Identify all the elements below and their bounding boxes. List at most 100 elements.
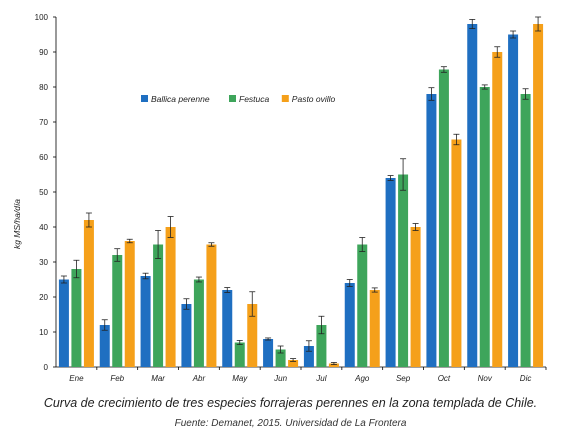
- error-bar: [114, 248, 121, 262]
- x-tick-label: Feb: [110, 374, 124, 383]
- error-bar: [522, 88, 529, 100]
- y-tick-label: 100: [35, 13, 49, 22]
- bar-chart: 0 10 20 30 40 50 60 70 80 90 100 Ene Feb Mar Abr May Jun…: [12, 13, 547, 383]
- error-bar: [346, 279, 353, 287]
- legend-swatch: [281, 95, 289, 102]
- error-bar: [60, 275, 67, 284]
- y-axis-label: kg MS/ha/día: [12, 199, 22, 249]
- y-tick-label: 20: [39, 293, 48, 302]
- y-tick-label: 70: [39, 118, 48, 127]
- error-bar: [126, 238, 133, 244]
- bar: [492, 52, 503, 367]
- bar: [451, 139, 462, 367]
- bar: [193, 279, 204, 367]
- bar: [140, 276, 151, 367]
- bar: [181, 304, 192, 367]
- error-bar: [265, 337, 272, 341]
- error-bar: [481, 84, 488, 90]
- error-bar: [85, 212, 92, 228]
- bar: [206, 244, 217, 367]
- bar: [165, 227, 176, 367]
- y-tick-label: 40: [39, 223, 48, 232]
- chart-bars: [58, 16, 544, 367]
- legend-swatch: [141, 95, 148, 102]
- error-bar: [277, 345, 284, 354]
- bar: [71, 269, 82, 367]
- error-bar: [428, 87, 435, 101]
- bar: [385, 178, 396, 367]
- y-tick-label: 50: [39, 188, 48, 197]
- error-bar: [208, 242, 215, 247]
- bar: [369, 290, 380, 367]
- error-bar: [400, 158, 407, 191]
- error-bar: [318, 315, 325, 335]
- bar: [247, 304, 258, 367]
- x-tick-label: May: [232, 374, 248, 383]
- bar: [410, 227, 421, 367]
- bar: [234, 342, 245, 367]
- bar: [398, 174, 409, 367]
- x-tick-label: Ago: [354, 374, 370, 383]
- error-bar: [453, 133, 460, 146]
- bar: [222, 290, 233, 367]
- chart-legend: Ballica perenne Festuca Pasto ovillo: [141, 94, 336, 104]
- bar: [328, 363, 339, 367]
- error-bar: [155, 230, 162, 259]
- bar: [426, 94, 437, 367]
- bar: [316, 325, 327, 367]
- error-bar: [167, 216, 174, 238]
- y-tick-label: 10: [39, 328, 48, 337]
- bar: [263, 339, 274, 367]
- y-tick-label: 30: [39, 258, 48, 267]
- error-bar: [330, 362, 337, 365]
- bar: [344, 283, 355, 367]
- bar: [520, 94, 531, 367]
- error-bar: [469, 19, 476, 29]
- bar: [303, 346, 314, 367]
- error-bar: [249, 291, 256, 317]
- figure-caption: Curva de crecimiento de tres especies fo…: [43, 396, 538, 410]
- chart-axes: 0 10 20 30 40 50 60 70 80 90 100 Ene Feb Mar Abr May Jun…: [35, 13, 547, 383]
- x-tick-label: Ene: [69, 374, 84, 383]
- bar: [288, 360, 299, 367]
- x-tick-label: Abr: [192, 374, 206, 383]
- bar: [58, 279, 69, 367]
- x-tick-label: Nov: [478, 374, 493, 383]
- bar: [438, 69, 449, 367]
- y-tick-label: 80: [39, 83, 48, 92]
- bar: [112, 255, 123, 367]
- error-bar: [371, 287, 378, 293]
- x-tick-label: Oct: [438, 374, 451, 383]
- bar: [99, 325, 110, 367]
- bar: [357, 244, 368, 367]
- error-bar: [236, 339, 243, 346]
- x-tick-label: Jul: [315, 374, 326, 383]
- error-bar: [101, 319, 108, 331]
- y-tick-label: 0: [44, 363, 49, 372]
- error-bar: [412, 223, 419, 231]
- bar: [479, 87, 490, 367]
- legend-label: Festuca: [239, 94, 270, 104]
- bar: [275, 349, 286, 367]
- error-bar: [195, 276, 202, 283]
- bar: [83, 220, 94, 367]
- error-bar: [494, 46, 501, 58]
- bar: [508, 34, 519, 367]
- x-tick-label: Jun: [273, 374, 287, 383]
- x-tick-label: Sep: [396, 374, 411, 383]
- error-bar: [73, 259, 80, 279]
- x-tick-label: Mar: [151, 374, 165, 383]
- bar: [153, 244, 164, 367]
- legend-swatch: [229, 95, 236, 102]
- error-bar: [440, 66, 447, 73]
- bar: [533, 24, 544, 367]
- error-bar: [535, 16, 542, 32]
- error-bar: [359, 237, 366, 252]
- legend-label: Pasto ovillo: [292, 94, 336, 104]
- error-bar: [142, 272, 149, 280]
- y-tick-label: 60: [39, 153, 48, 162]
- figure-source: Fuente: Demanet, 2015. Universidad de La…: [174, 418, 407, 429]
- error-bar: [290, 358, 297, 362]
- error-bar: [183, 298, 190, 310]
- bar: [467, 24, 478, 367]
